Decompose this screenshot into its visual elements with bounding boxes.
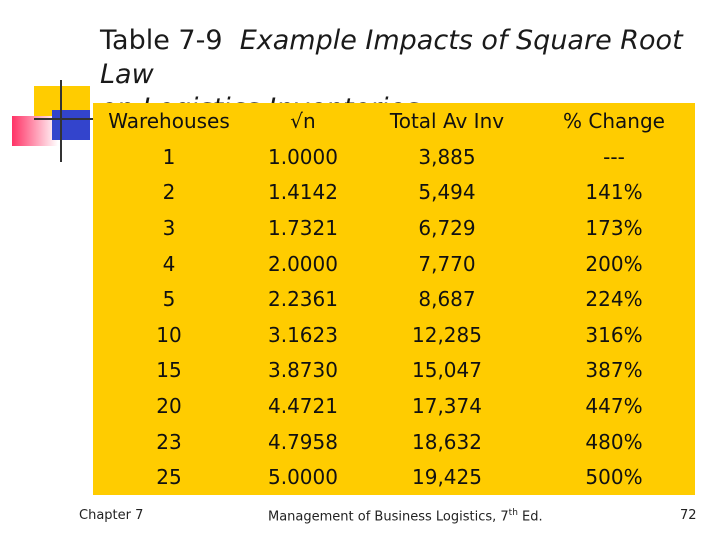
cell-percent-change: 480% xyxy=(585,429,643,454)
logo-blue-square xyxy=(52,110,90,140)
cell-percent-change: 173% xyxy=(585,215,643,240)
table-row: 20 4.4721 17,374 447% xyxy=(93,388,695,424)
table-row: 4 2.0000 7,770 200% xyxy=(93,246,695,282)
inventory-table: Warehouses √n Total Av Inv % Change 1 1.… xyxy=(93,103,695,495)
cell-percent-change: 316% xyxy=(585,322,643,347)
footer-edition-sup: th xyxy=(508,508,518,518)
cell-warehouses: 20 xyxy=(156,393,182,418)
cell-sqrt-n: 2.2361 xyxy=(268,287,338,312)
cell-percent-change: 200% xyxy=(585,251,643,276)
cell-sqrt-n: 1.7321 xyxy=(268,215,338,240)
title-prefix: Table 7-9 xyxy=(100,25,223,56)
table-row: 23 4.7958 18,632 480% xyxy=(93,424,695,460)
cell-sqrt-n: 2.0000 xyxy=(268,251,338,276)
table-row: 15 3.8730 15,047 387% xyxy=(93,353,695,389)
cell-percent-change: 224% xyxy=(585,287,643,312)
slide-logo xyxy=(0,0,100,170)
footer-page-number: 72 xyxy=(680,508,697,523)
cell-percent-change: 447% xyxy=(585,393,643,418)
table-row: 5 2.2361 8,687 224% xyxy=(93,281,695,317)
cell-total-av-inv: 6,729 xyxy=(418,215,476,240)
cell-total-av-inv: 12,285 xyxy=(412,322,482,347)
cell-sqrt-n: 4.4721 xyxy=(268,393,338,418)
header-sqrt-n: √n xyxy=(290,109,316,133)
header-total-av-inv: Total Av Inv xyxy=(389,109,505,133)
logo-vertical-line xyxy=(60,80,62,162)
table-row: 2 1.4142 5,494 141% xyxy=(93,175,695,211)
footer-book-text: Management of Business Logistics, 7 xyxy=(268,509,509,525)
cell-warehouses: 4 xyxy=(162,251,176,276)
table-row: 25 5.0000 19,425 500% xyxy=(93,459,695,495)
cell-total-av-inv: 18,632 xyxy=(412,429,482,454)
cell-warehouses: 5 xyxy=(162,287,176,312)
cell-total-av-inv: 5,494 xyxy=(418,180,476,205)
cell-percent-change: 500% xyxy=(585,465,643,490)
cell-total-av-inv: 17,374 xyxy=(412,393,482,418)
header-warehouses: Warehouses xyxy=(108,109,230,133)
footer-chapter: Chapter 7 xyxy=(79,508,144,523)
table-row: 3 1.7321 6,729 173% xyxy=(93,210,695,246)
cell-total-av-inv: 19,425 xyxy=(412,465,482,490)
cell-total-av-inv: 8,687 xyxy=(418,287,476,312)
cell-sqrt-n: 1.4142 xyxy=(268,180,338,205)
cell-total-av-inv: 7,770 xyxy=(418,251,476,276)
table-header-row: Warehouses √n Total Av Inv % Change xyxy=(93,103,695,139)
footer-book-title: Management of Business Logistics, 7th Ed… xyxy=(268,508,543,524)
cell-percent-change: 141% xyxy=(585,180,643,205)
cell-sqrt-n: 3.8730 xyxy=(268,358,338,383)
cell-total-av-inv: 3,885 xyxy=(418,144,476,169)
cell-sqrt-n: 3.1623 xyxy=(268,322,338,347)
table-row: 1 1.0000 3,885 --- xyxy=(93,139,695,175)
cell-warehouses: 23 xyxy=(156,429,182,454)
header-percent-change: % Change xyxy=(563,109,665,133)
logo-horizontal-line xyxy=(34,118,94,120)
cell-percent-change: --- xyxy=(603,144,625,169)
cell-sqrt-n: 5.0000 xyxy=(268,465,338,490)
inventory-table-panel: Warehouses √n Total Av Inv % Change 1 1.… xyxy=(93,103,695,495)
cell-total-av-inv: 15,047 xyxy=(412,358,482,383)
cell-warehouses: 1 xyxy=(162,144,176,169)
cell-warehouses: 15 xyxy=(156,358,182,383)
title-italic-line1: Example Impacts of Square Root Law xyxy=(100,25,683,90)
footer-edition-suffix: Ed. xyxy=(517,509,543,525)
table-row: 10 3.1623 12,285 316% xyxy=(93,317,695,353)
cell-percent-change: 387% xyxy=(585,358,643,383)
cell-warehouses: 25 xyxy=(156,465,182,490)
cell-warehouses: 3 xyxy=(162,215,176,240)
cell-warehouses: 10 xyxy=(156,322,182,347)
logo-pink-bar xyxy=(12,116,58,146)
cell-sqrt-n: 4.7958 xyxy=(268,429,338,454)
cell-sqrt-n: 1.0000 xyxy=(268,144,338,169)
cell-warehouses: 2 xyxy=(162,180,176,205)
